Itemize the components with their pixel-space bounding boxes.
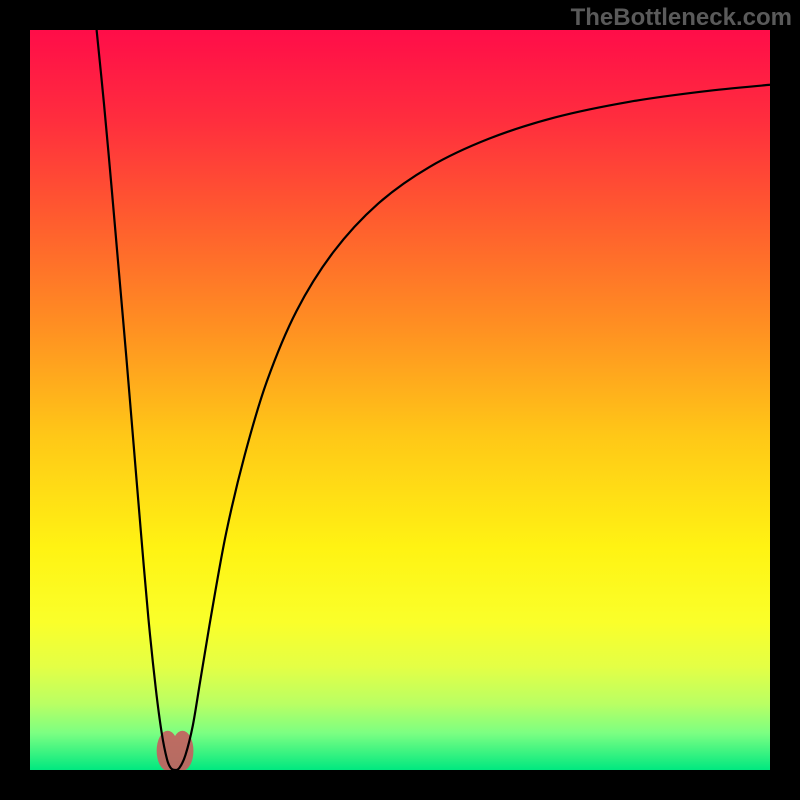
watermark-text: TheBottleneck.com [571, 4, 792, 32]
chart-frame: TheBottleneck.com [0, 0, 800, 800]
plot-area [30, 30, 770, 770]
chart-svg [0, 0, 800, 800]
